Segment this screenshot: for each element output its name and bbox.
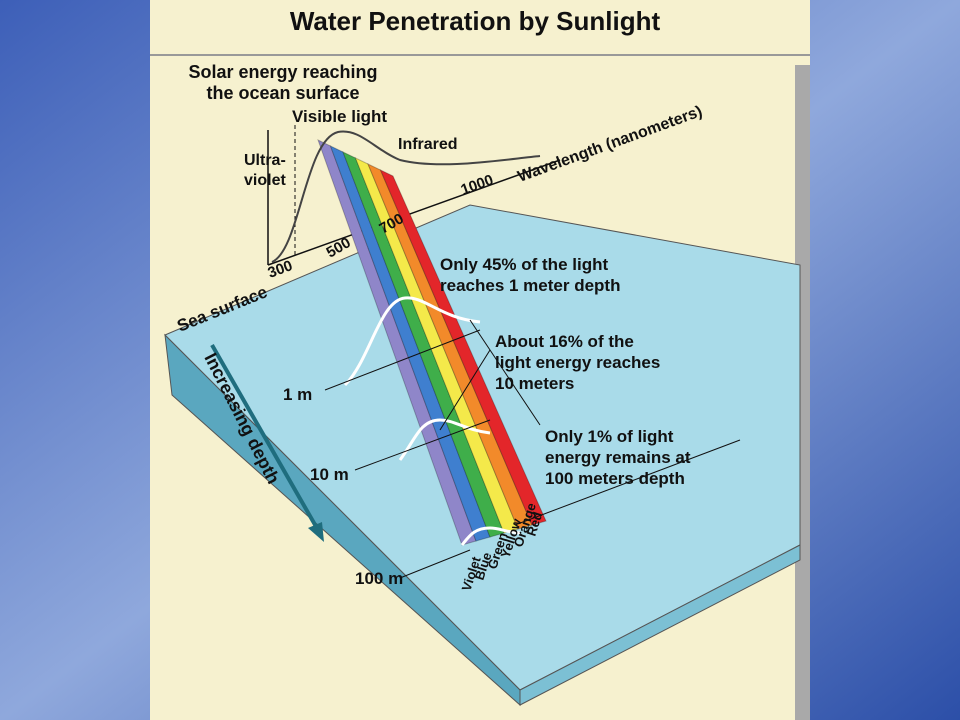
depth-label: 10 m — [310, 465, 349, 484]
note: Only 1% of light — [545, 427, 674, 446]
note: 100 meters depth — [545, 469, 685, 488]
note: 10 meters — [495, 374, 574, 393]
uv-label: Ultra- — [244, 152, 286, 169]
color-band — [379, 168, 547, 526]
visible-label: Visible light — [292, 107, 387, 126]
leader-line — [469, 319, 541, 426]
infrared-label: Infrared — [398, 136, 458, 153]
leader-line — [439, 349, 491, 431]
depth-arrow — [210, 344, 320, 531]
note: About 16% of the — [495, 332, 634, 351]
title: Water Penetration by Sunlight — [290, 6, 661, 36]
curve-10m — [398, 418, 491, 461]
note: light energy reaches — [495, 353, 660, 372]
color-name: Red — [524, 510, 546, 538]
spectrum-heading: the ocean surface — [206, 83, 359, 103]
note: Only 45% of the light — [440, 255, 608, 274]
depth-line — [399, 549, 471, 579]
ocean-front — [519, 544, 801, 706]
curve-100m — [460, 526, 521, 546]
leader-line — [514, 439, 741, 526]
spectrum-x-axis — [267, 159, 561, 266]
spectrum-curve — [271, 130, 541, 263]
depth-line — [324, 329, 481, 391]
depth-line — [354, 419, 491, 471]
uv-label: violet — [244, 172, 286, 189]
curve-1m — [343, 296, 481, 387]
spectrum-heading: Solar energy reaching — [188, 62, 377, 82]
note: reaches 1 meter depth — [440, 276, 620, 295]
depth-label: 100 m — [355, 569, 403, 588]
note: energy remains at — [545, 448, 691, 467]
depth-label: 1 m — [283, 385, 312, 404]
depth-arrow-head — [308, 522, 324, 542]
